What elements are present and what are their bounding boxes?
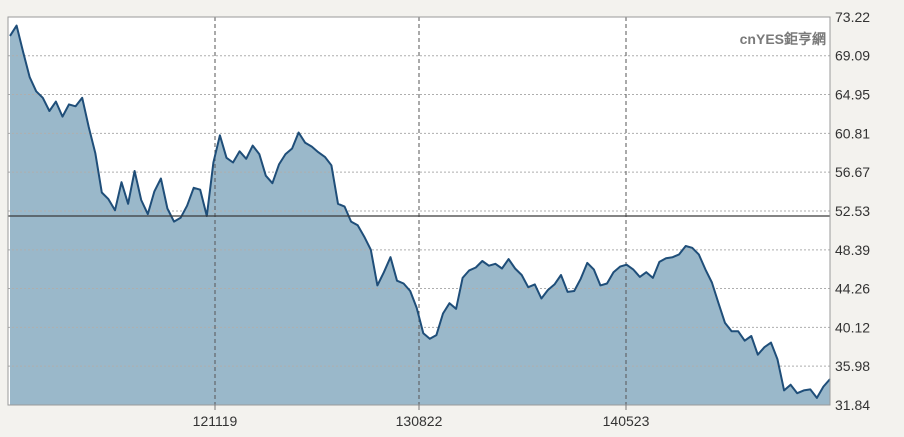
y-tick-label: 60.81 [835,125,870,141]
x-tick-label: 121119 [193,413,238,429]
y-tick-label: 56.67 [835,164,870,180]
y-tick-label: 31.84 [835,397,870,413]
x-tick-label: 140523 [603,413,650,429]
price-line [9,24,831,399]
price-area [10,25,830,405]
watermark-text: cnYES鉅亨網 [740,31,826,47]
y-tick-label: 52.53 [835,203,870,219]
y-tick-label: 40.12 [835,319,870,335]
y-tick-label: 35.98 [835,358,870,374]
y-tick-label: 44.26 [835,281,870,297]
y-tick-label: 64.95 [835,87,870,103]
y-tick-label: 73.22 [835,9,870,25]
y-tick-label: 69.09 [835,48,870,64]
x-tick-label: 130822 [396,413,443,429]
y-tick-label: 48.39 [835,242,870,258]
